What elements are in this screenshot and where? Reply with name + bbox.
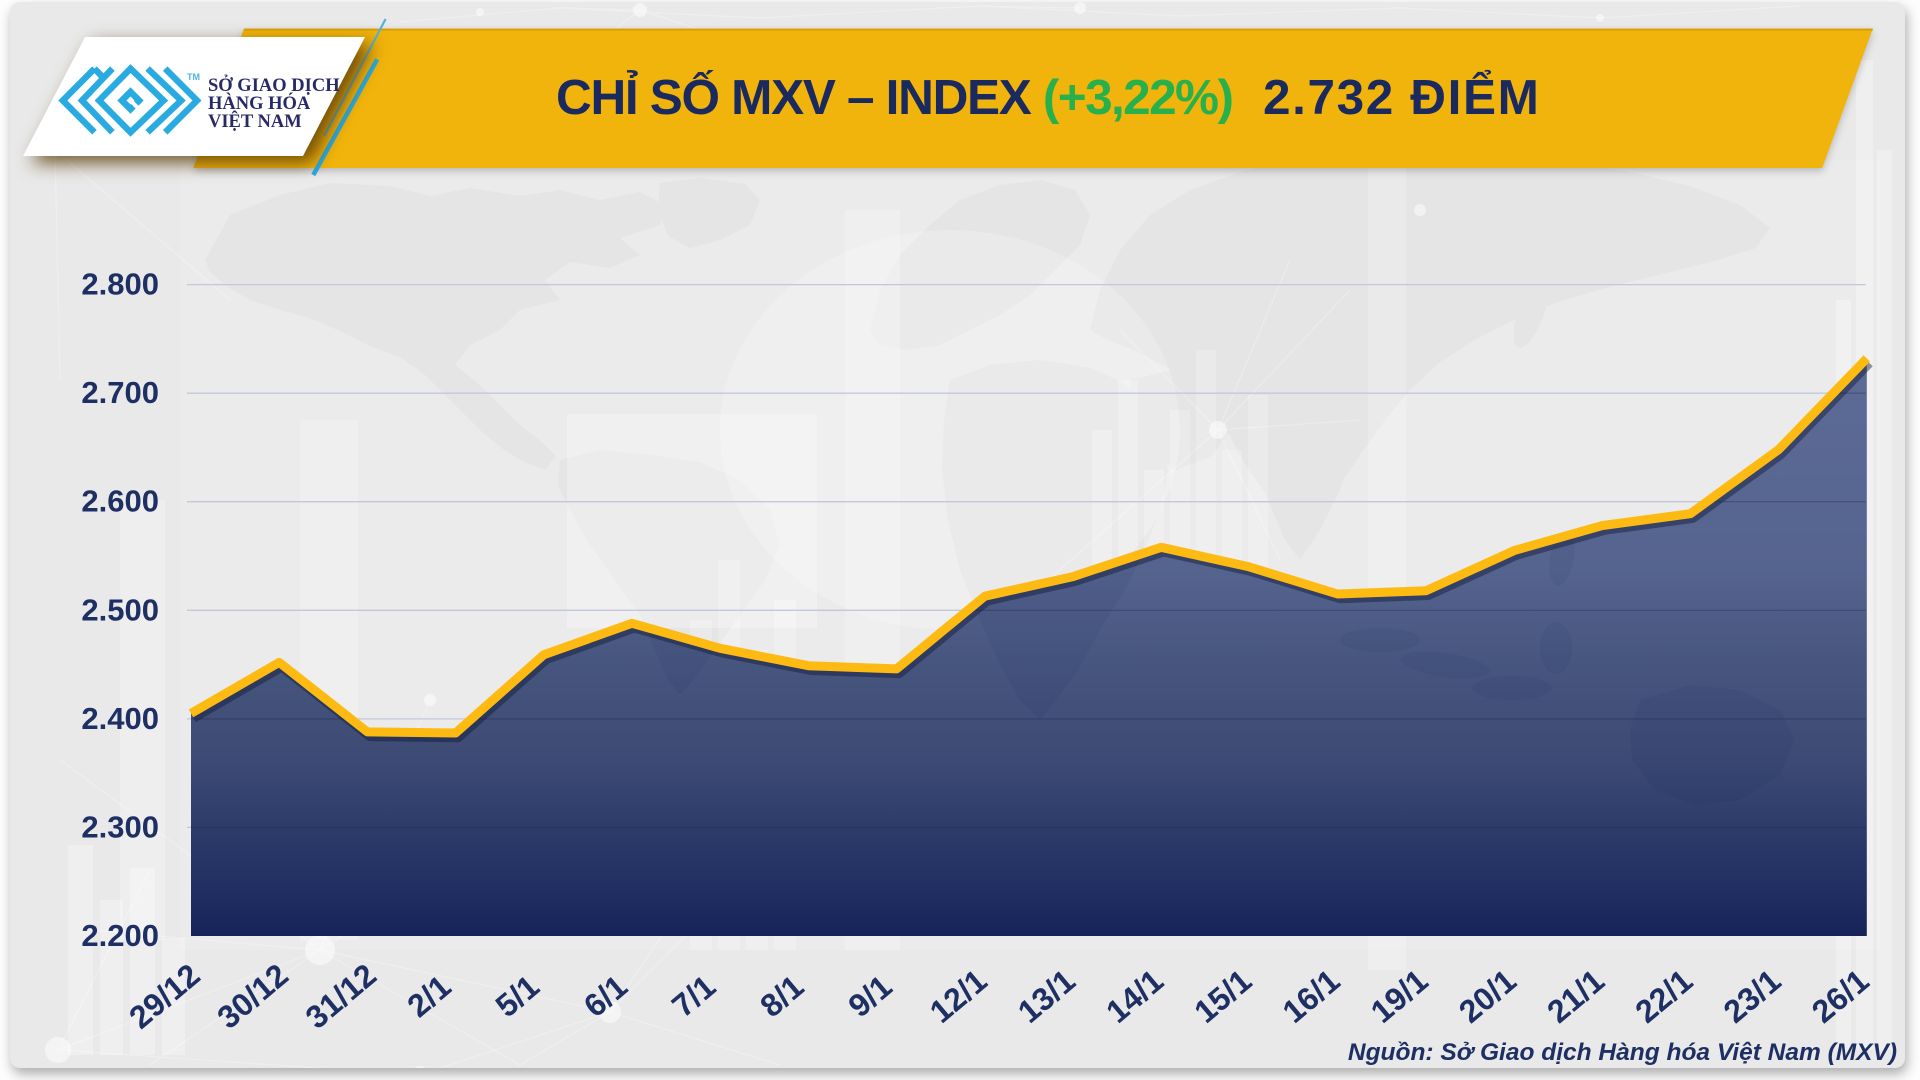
svg-text:CHỈ SỐ MXV – INDEX (+3,22%) 2: CHỈ SỐ MXV – INDEX (+3,22%) 2.732 ĐIỂM [556,68,1540,125]
svg-text:6/1: 6/1 [577,968,634,1024]
svg-text:14/1: 14/1 [1099,962,1170,1030]
svg-text:VIỆT NAM: VIỆT NAM [208,110,302,132]
svg-text:15/1: 15/1 [1187,962,1258,1030]
svg-text:30/12: 30/12 [210,957,294,1036]
svg-text:2.800: 2.800 [81,267,159,302]
svg-text:2.600: 2.600 [81,484,159,519]
svg-text:2/1: 2/1 [400,968,457,1024]
svg-text:2.500: 2.500 [81,592,159,627]
svg-text:HÀNG HÓA: HÀNG HÓA [208,92,311,114]
svg-text:23/1: 23/1 [1717,962,1788,1030]
svg-text:13/1: 13/1 [1011,962,1082,1030]
svg-text:Nguồn: Sở Giao dịch Hàng hóa V: Nguồn: Sở Giao dịch Hàng hóa Việt Nam (M… [1348,1039,1897,1066]
svg-text:TM: TM [187,72,200,82]
svg-text:2.700: 2.700 [81,375,159,410]
svg-text:2.400: 2.400 [81,701,159,736]
svg-text:19/1: 19/1 [1364,962,1435,1030]
svg-text:12/1: 12/1 [923,962,994,1030]
svg-text:21/1: 21/1 [1540,962,1611,1030]
svg-text:5/1: 5/1 [489,968,546,1024]
svg-text:22/1: 22/1 [1628,962,1699,1030]
svg-text:31/12: 31/12 [299,957,383,1036]
svg-text:8/1: 8/1 [753,968,810,1024]
svg-text:2.300: 2.300 [81,809,159,844]
svg-text:2.200: 2.200 [81,918,159,953]
svg-text:9/1: 9/1 [841,968,898,1024]
svg-text:SỞ GIAO DỊCH: SỞ GIAO DỊCH [208,74,340,96]
svg-text:7/1: 7/1 [665,968,722,1024]
svg-text:20/1: 20/1 [1452,962,1523,1030]
svg-text:16/1: 16/1 [1276,962,1347,1030]
